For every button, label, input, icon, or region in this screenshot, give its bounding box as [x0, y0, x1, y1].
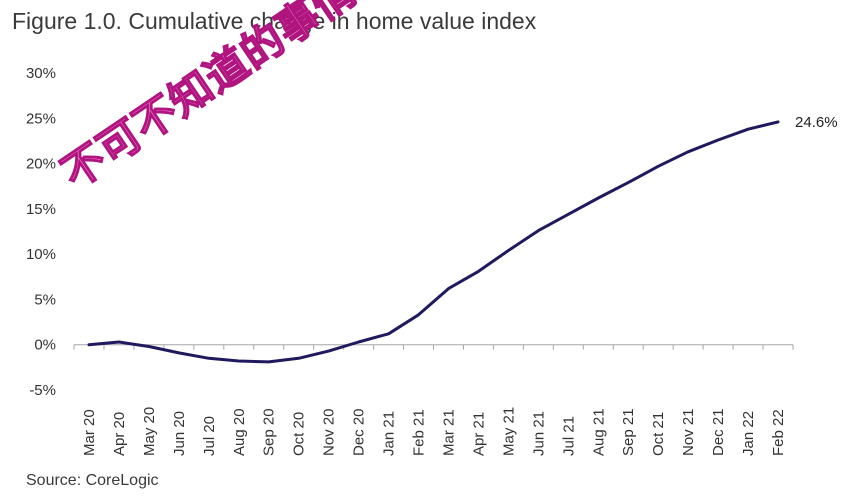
x-tick-label: Dec 20 [351, 408, 368, 456]
x-tick-label: Jan 22 [740, 411, 757, 456]
x-tick-label: May 20 [141, 407, 158, 456]
x-tick-label: Aug 21 [590, 408, 607, 456]
x-tick-label: Feb 22 [770, 409, 787, 456]
series-line [87, 120, 780, 364]
x-tick-label: Jun 20 [171, 411, 188, 456]
y-tick-label: 25% [26, 110, 56, 127]
x-tick-label: Mar 20 [81, 409, 98, 456]
end-value-label: 24.6% [795, 114, 838, 131]
y-tick-label: -5% [29, 382, 56, 399]
x-tick-label: Sep 21 [620, 408, 637, 456]
x-tick-label: Jun 21 [530, 411, 547, 456]
y-tick-label: 10% [26, 246, 56, 263]
source-note: Source: CoreLogic [26, 472, 159, 489]
x-tick-label: Apr 21 [470, 412, 487, 456]
x-tick-label: Jul 20 [201, 416, 218, 456]
x-tick-label: Oct 21 [650, 412, 667, 456]
x-tick-label: Nov 21 [680, 408, 697, 456]
x-tick-label: Sep 20 [261, 408, 278, 456]
chart-title: Figure 1.0. Cumulative change in home va… [12, 8, 537, 34]
x-tick-label: Jan 21 [381, 411, 398, 456]
y-tick-label: 30% [26, 65, 56, 82]
x-tick-label: Dec 21 [710, 408, 727, 456]
x-tick-label: Apr 20 [111, 412, 128, 456]
x-tick-label: Feb 21 [411, 409, 428, 456]
y-tick-label: 0% [34, 337, 56, 354]
y-tick-label: 15% [26, 201, 56, 218]
x-tick-label: Nov 20 [321, 408, 338, 456]
x-tick-label: May 21 [500, 407, 517, 456]
x-tick-label: Mar 21 [440, 409, 457, 456]
x-tick-label: Aug 20 [231, 408, 248, 456]
y-tick-label: 20% [26, 156, 56, 173]
x-tick-label: Oct 20 [291, 412, 308, 456]
y-tick-label: 5% [34, 291, 56, 308]
x-tick-label: Jul 21 [560, 416, 577, 456]
